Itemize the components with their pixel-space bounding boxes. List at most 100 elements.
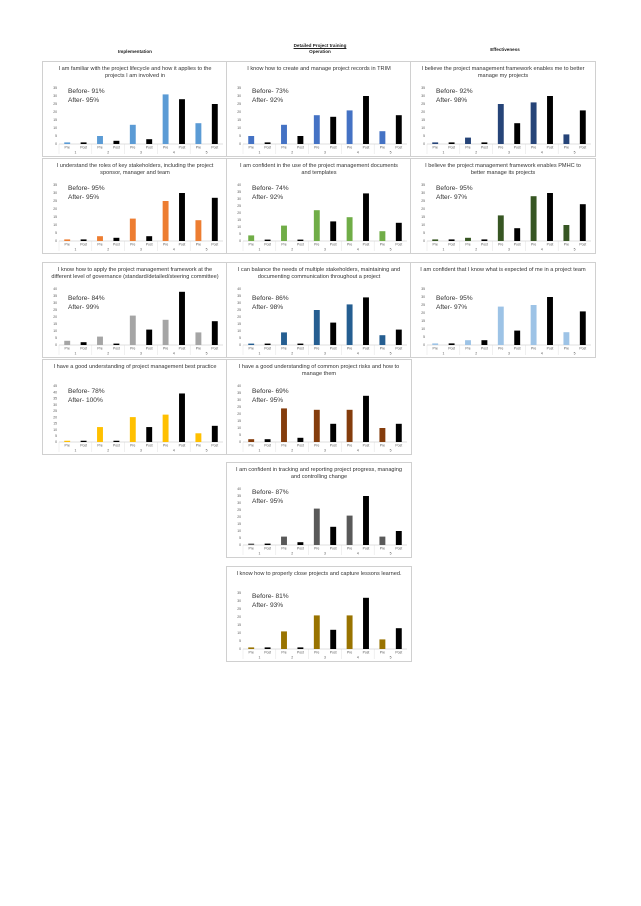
x-tick-label: Post: [514, 347, 521, 351]
chart-title: I have a good understanding of common pr…: [238, 364, 400, 377]
x-tick-label: Post: [297, 651, 304, 655]
x-tick-label: Pre: [281, 243, 286, 247]
chart-panel-expected-of-me: I am confident that I know what is expec…: [410, 262, 596, 358]
bar-post: [264, 343, 271, 345]
chart-panel-best-practice: I have a good understanding of project m…: [42, 359, 228, 455]
x-tick-label: Post: [179, 347, 186, 351]
bar-post: [481, 239, 488, 241]
bar-pre: [195, 332, 202, 345]
bar-pre: [195, 433, 202, 442]
x-tick-label: Post: [297, 444, 304, 448]
y-tick-label: 15: [237, 218, 241, 222]
y-tick-label: 25: [237, 308, 241, 312]
y-tick-label: 40: [53, 287, 57, 291]
bar-post: [211, 104, 218, 144]
bar-pre: [530, 196, 537, 241]
before-label: Before- 78%: [68, 388, 105, 395]
bar-pre: [346, 615, 353, 649]
y-tick-label: 20: [237, 211, 241, 215]
x-tick-label: Pre: [531, 146, 536, 150]
chart-title: I understand the roles of key stakeholde…: [56, 163, 214, 176]
implementation-header: Implementation: [118, 49, 152, 54]
effectiveness-header: Effectiveness: [490, 47, 520, 52]
bar-post: [179, 99, 185, 144]
group-label: 3: [140, 352, 142, 356]
x-tick-label: Pre: [564, 243, 569, 247]
y-tick-label: 20: [53, 207, 57, 211]
x-tick-label: Pre: [97, 444, 102, 448]
x-tick-label: Pre: [380, 243, 385, 247]
y-tick-label: 10: [53, 126, 57, 130]
x-tick-label: Post: [395, 347, 402, 351]
y-tick-label: 5: [423, 134, 425, 138]
x-tick-label: Post: [211, 146, 218, 150]
y-tick-label: 5: [239, 639, 241, 643]
y-tick-label: 5: [55, 231, 57, 235]
x-tick-label: Post: [146, 347, 153, 351]
bar-post: [363, 193, 369, 241]
before-label: Before- 84%: [68, 295, 105, 302]
y-tick-label: 30: [421, 94, 425, 98]
y-tick-label: 25: [421, 303, 425, 307]
bar-post: [395, 329, 402, 345]
y-tick-label: 5: [239, 433, 241, 437]
y-tick-label: 20: [237, 615, 241, 619]
x-tick-label: Pre: [465, 243, 470, 247]
bar-post: [211, 197, 218, 241]
bar-post: [330, 423, 337, 442]
x-tick-label: Post: [211, 444, 218, 448]
group-label: 3: [508, 248, 510, 252]
x-tick-label: Post: [264, 444, 271, 448]
x-tick-label: Post: [146, 243, 153, 247]
y-tick-label: 0: [55, 440, 57, 444]
x-tick-label: Pre: [65, 146, 70, 150]
bar-post: [264, 647, 271, 649]
before-label: Before- 73%: [252, 88, 289, 95]
chart-panel-framework-pmhc: I believe the project management framewo…: [410, 158, 596, 254]
bar-post: [395, 423, 402, 442]
bar-pre: [162, 319, 169, 345]
x-tick-label: Pre: [380, 444, 385, 448]
y-tick-label: 20: [421, 207, 425, 211]
bar-pre: [129, 218, 136, 241]
bar-pre: [64, 440, 71, 442]
y-tick-label: 0: [55, 142, 57, 146]
group-label: 1: [442, 352, 444, 356]
y-tick-label: 30: [421, 295, 425, 299]
chart-title: I have a good understanding of project m…: [53, 364, 217, 370]
y-tick-label: 20: [53, 415, 57, 419]
bar-pre: [97, 136, 103, 144]
x-tick-label: Post: [297, 243, 304, 247]
y-tick-label: 5: [239, 232, 241, 236]
bar-post: [363, 297, 369, 345]
x-tick-label: Pre: [196, 243, 201, 247]
bar-post: [395, 628, 402, 649]
bar-post: [80, 440, 87, 442]
y-tick-label: 10: [237, 426, 241, 430]
y-tick-label: 10: [237, 329, 241, 333]
group-label: 5: [390, 449, 392, 453]
y-tick-label: 35: [237, 190, 241, 194]
bar-pre: [248, 543, 255, 545]
y-tick-label: 25: [421, 102, 425, 106]
bar-pre: [97, 336, 103, 345]
bar-pre: [346, 409, 353, 442]
bar-post: [547, 297, 553, 345]
y-tick-label: 0: [239, 239, 241, 243]
bar-pre: [162, 414, 169, 442]
y-tick-label: 40: [237, 183, 241, 187]
y-tick-label: 15: [53, 322, 57, 326]
y-tick-label: 20: [53, 315, 57, 319]
y-tick-label: 0: [423, 142, 425, 146]
bar-pre: [281, 124, 287, 144]
bar-post: [146, 236, 153, 241]
y-tick-label: 5: [55, 134, 57, 138]
group-label: 2: [291, 449, 293, 453]
group-label: 5: [390, 352, 392, 356]
y-tick-label: 15: [53, 118, 57, 122]
